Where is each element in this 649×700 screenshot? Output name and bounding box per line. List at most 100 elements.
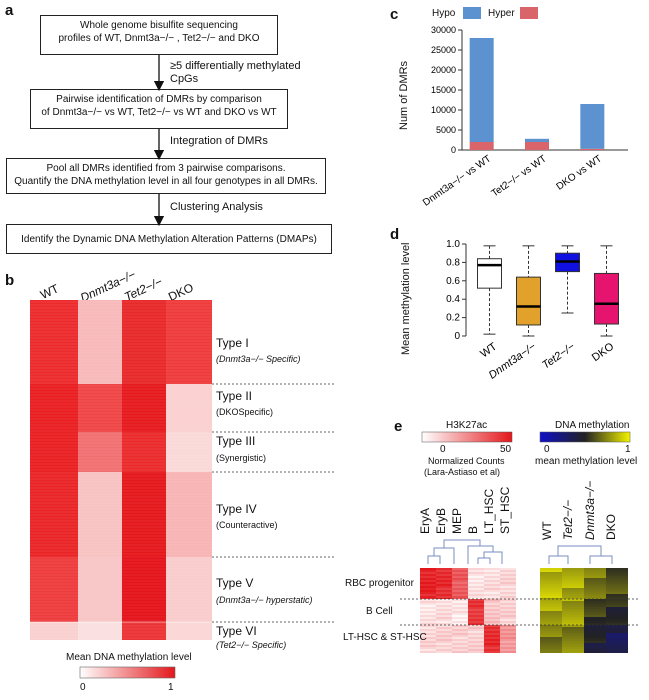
h3k-legend-max: 50 — [500, 444, 512, 455]
panel-c-label: c — [390, 6, 399, 23]
legend-hyper-label: Hyper — [488, 8, 515, 19]
type-iv-label: Type IV — [216, 502, 257, 516]
chart-c-ytick-label: 5000 — [436, 125, 456, 135]
bar-hypo — [525, 138, 549, 142]
meth-legend-title: DNA methylation — [555, 420, 630, 431]
cell-t4-dnmt3a — [78, 472, 122, 557]
cell-t5-dko — [166, 557, 212, 622]
meth-legend-gradient — [539, 431, 631, 443]
col-lt-hsc: LT_HSC — [482, 488, 496, 534]
cell-t6-dko — [166, 622, 212, 640]
bar-hypo — [580, 104, 605, 149]
chart-d-ytick-label: 0.6 — [446, 276, 460, 287]
type-v-desc: (Dnmt3a−/− hyperstatic) — [216, 595, 313, 605]
meth-legend-max: 1 — [625, 444, 631, 455]
flow-box-pairwise-line2: of Dnmt3a−/− vs WT, Tet2−/− vs WT and DK… — [41, 107, 277, 118]
cell-t4-wt — [30, 472, 78, 557]
flow-box-dmap: Identify the Dynamic DNA Methylation Alt… — [6, 224, 332, 254]
panel-a-label: a — [5, 2, 14, 19]
cell-t1-dko — [166, 300, 212, 384]
legend-b-title: Mean DNA methylation level — [66, 652, 192, 663]
step-dmc-threshold: ≥5 differentially methylated CpGs — [170, 60, 301, 86]
h3k-legend-note2: (Lara-Astiaso et al) — [424, 467, 501, 477]
type-iii-desc: (Synergistic) — [216, 453, 267, 463]
type-vi-desc: (Tet2−/− Specific) — [216, 640, 287, 650]
h3k-legend-title: H3K27ac — [446, 420, 488, 431]
cell-t1-tet2 — [122, 300, 166, 384]
chart-c-ytick-label: 10000 — [431, 105, 456, 115]
flow-box-wgbs-line1: Whole genome bisulfite sequencing — [80, 20, 238, 31]
cell-t4-tet2 — [122, 472, 166, 557]
cell-t5-dnmt3a — [78, 557, 122, 622]
type-vi-label: Type VI — [216, 624, 257, 638]
cell-t2-tet2 — [122, 384, 166, 432]
box-1 — [516, 245, 541, 337]
col-geno-tet2: Tet2−/− — [561, 499, 575, 540]
flow-box-pairwise: Pairwise identification of DMRs by compa… — [30, 89, 288, 129]
chart-d-ytick-label: 0 — [454, 331, 460, 342]
box-0 — [477, 245, 502, 335]
box-3 — [594, 245, 619, 337]
step-clustering: Clustering Analysis — [170, 201, 263, 213]
type-i-label: Type I — [216, 336, 249, 350]
col-geno-dnmt3a: Dnmt3a−/− — [583, 480, 597, 540]
bar-hypo — [469, 38, 494, 142]
chart-d-ytick-label: 0.4 — [446, 294, 460, 305]
flow-box-pool: Pool all DMRs identified from 3 pairwise… — [6, 158, 326, 194]
type-ii-label: Type II — [216, 389, 253, 403]
step-integration: Integration of DMRs — [170, 135, 268, 147]
col-mep: MEP — [450, 507, 464, 534]
h3k-legend-min: 0 — [440, 444, 446, 455]
chart-d-ytick-label: 0.8 — [446, 257, 460, 268]
legend-hypo-label: Hypo — [432, 8, 456, 19]
chart-c-ytick-label: 15000 — [431, 85, 456, 95]
h3k-legend-gradient — [421, 431, 513, 443]
panel-d-label: d — [390, 226, 400, 243]
cell-t3-tet2 — [122, 432, 166, 472]
cell-t3-dko — [166, 432, 212, 472]
step-dmc-line2: CpGs — [170, 73, 199, 85]
col-eryB: EryB — [434, 507, 448, 534]
dendrogram-genotypes — [548, 545, 613, 564]
row-b-cell: B Cell — [366, 606, 393, 617]
cell-t6-wt — [30, 622, 78, 640]
flow-box-wgbs: Whole genome bisulfite sequencing profil… — [40, 15, 278, 55]
panel-b-label: b — [5, 272, 15, 289]
cell-t1-dnmt3a — [78, 300, 122, 384]
col-b: B — [466, 525, 480, 534]
type-v-label: Type V — [216, 576, 254, 590]
box-iqr — [516, 276, 541, 326]
chart-d-ytick-label: 0.2 — [446, 313, 460, 324]
bar-hyper — [469, 142, 494, 150]
bar-hyper — [525, 142, 549, 150]
box-iqr — [477, 258, 502, 289]
type-iii-label: Type III — [216, 434, 256, 448]
legend-b-max: 1 — [168, 682, 174, 693]
cell-t6-dnmt3a — [78, 622, 122, 640]
cell-t3-dnmt3a — [78, 432, 122, 472]
cell-t3-wt — [30, 432, 78, 472]
col-eryA: EryA — [418, 507, 432, 534]
step-dmc-line1: ≥5 differentially methylated — [170, 60, 301, 72]
flow-box-pool-line1: Pool all DMRs identified from 3 pairwise… — [46, 163, 286, 174]
cell-t5-wt — [30, 557, 78, 622]
bar-hyper — [580, 148, 605, 150]
cell-t2-wt — [30, 384, 78, 432]
flow-box-pairwise-line1: Pairwise identification of DMRs by compa… — [56, 94, 262, 105]
legend-b-gradient — [79, 666, 176, 679]
cell-t2-dnmt3a — [78, 384, 122, 432]
type-ii-desc: (DKOSpecific) — [216, 407, 274, 417]
meth-legend-note: mean methylation level — [535, 456, 638, 467]
h3k-legend-note1: Normalized Counts — [428, 456, 505, 466]
cell-t2-dko — [166, 384, 212, 432]
box-2 — [555, 245, 580, 314]
cell-t5-tet2 — [122, 557, 166, 622]
row-hsc: LT-HSC & ST-HSC — [343, 632, 427, 643]
cell-t6-tet2 — [122, 622, 166, 640]
col-st-hsc: ST_HSC — [498, 486, 512, 534]
chart-c-ytick-label: 20000 — [431, 65, 456, 75]
cell-t4-dko — [166, 472, 212, 557]
